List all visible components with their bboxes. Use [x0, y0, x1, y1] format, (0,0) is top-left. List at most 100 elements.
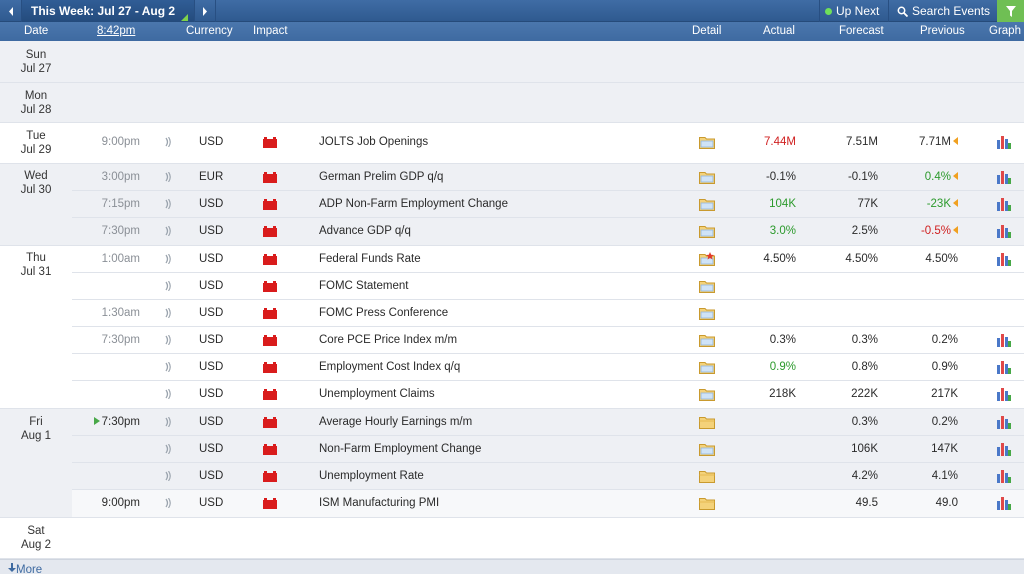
event-row[interactable]: 9:00pm USD ISM Manufacturing PMI 49.5 49.0 — [72, 490, 1024, 517]
filter-button[interactable] — [997, 0, 1024, 22]
detail-folder-icon[interactable] — [699, 333, 715, 350]
more-bar: More — [0, 559, 1024, 574]
detail-folder-icon[interactable] — [699, 360, 715, 377]
event-title[interactable]: Average Hourly Earnings m/m — [319, 416, 473, 428]
event-title[interactable]: Unemployment Claims — [319, 388, 435, 400]
event-row[interactable]: 7:30pm USD Average Hourly Earnings m/m 0.3%… — [72, 409, 1024, 436]
day-row: Sun Jul 27 — [0, 41, 1024, 83]
day-label: Fri Aug 1 — [0, 415, 72, 443]
graph-icon[interactable] — [996, 135, 1012, 152]
header-currency: Currency — [186, 25, 233, 37]
event-row[interactable]: 1:30am USD FOMC Press Conference — [72, 300, 1024, 327]
event-forecast: 0.8% — [851, 361, 878, 373]
event-row[interactable]: USD Employment Cost Index q/q 0.9% 0.8% 0.9% — [72, 354, 1024, 381]
detail-folder-icon[interactable] — [699, 279, 715, 296]
detail-folder-icon[interactable] — [699, 387, 715, 404]
graph-icon[interactable] — [996, 442, 1012, 459]
day-row: Mon Jul 28 — [0, 83, 1024, 123]
day-row: Thu Jul 31 1:00am USD Federal Funds Rate 4.… — [0, 246, 1024, 409]
event-row[interactable]: USD Unemployment Rate 4.2% 4.1% — [72, 463, 1024, 490]
day-of-week: Sat — [27, 525, 45, 537]
event-title[interactable]: JOLTS Job Openings — [319, 136, 429, 148]
event-title[interactable]: ISM Manufacturing PMI — [319, 497, 440, 509]
sound-icon[interactable] — [165, 253, 171, 267]
current-time-link[interactable]: 8:42pm — [97, 25, 136, 37]
graph-icon[interactable] — [996, 496, 1012, 513]
event-row[interactable]: USD FOMC Statement — [72, 273, 1024, 300]
event-title[interactable]: Advance GDP q/q — [319, 225, 411, 237]
event-title[interactable]: ADP Non-Farm Employment Change — [319, 198, 508, 210]
event-previous: 147K — [886, 443, 958, 455]
sound-icon[interactable] — [165, 280, 171, 294]
revised-marker-icon — [953, 199, 958, 207]
event-row[interactable]: 7:15pm USD ADP Non-Farm Employment Change 1… — [72, 191, 1024, 218]
sound-icon[interactable] — [165, 136, 171, 150]
detail-folder-icon[interactable] — [699, 224, 715, 241]
event-title[interactable]: Federal Funds Rate — [319, 253, 421, 265]
graph-icon[interactable] — [996, 387, 1012, 404]
event-row[interactable]: 7:30pm USD Core PCE Price Index m/m 0.3% 0.3… — [72, 327, 1024, 354]
event-row[interactable]: USD Unemployment Claims 218K 222K 217K — [72, 381, 1024, 408]
sound-icon[interactable] — [165, 225, 171, 239]
graph-icon[interactable] — [996, 469, 1012, 486]
previous-week-button[interactable] — [0, 0, 22, 22]
sound-icon[interactable] — [165, 443, 171, 457]
detail-folder-icon[interactable] — [699, 252, 715, 269]
detail-folder-icon[interactable] — [699, 469, 715, 486]
event-title[interactable]: Core PCE Price Index m/m — [319, 334, 458, 346]
sound-icon[interactable] — [165, 497, 171, 511]
week-toolbar: This Week: Jul 27 - Aug 2 Up Next Search… — [0, 0, 1024, 22]
event-title[interactable]: Non-Farm Employment Change — [319, 443, 482, 455]
week-label: This Week: Jul 27 - Aug 2 — [31, 4, 176, 18]
day-of-week: Mon — [24, 90, 48, 102]
detail-folder-icon[interactable] — [699, 306, 715, 323]
event-title[interactable]: Employment Cost Index q/q — [319, 361, 461, 373]
event-row[interactable]: USD Non-Farm Employment Change 106K 147K — [72, 436, 1024, 463]
event-forecast: 0.3% — [851, 334, 878, 346]
sound-icon[interactable] — [165, 361, 171, 375]
event-row[interactable]: 7:30pm USD Advance GDP q/q 3.0% 2.5% -0.5% — [72, 218, 1024, 245]
detail-folder-icon[interactable] — [699, 197, 715, 214]
detail-folder-icon[interactable] — [699, 170, 715, 187]
header-date: Date — [24, 25, 49, 37]
detail-folder-icon[interactable] — [699, 135, 715, 152]
day-date: Aug 1 — [20, 430, 52, 442]
graph-icon[interactable] — [996, 197, 1012, 214]
event-previous-value: 4.1% — [931, 470, 958, 482]
graph-icon[interactable] — [996, 415, 1012, 432]
sound-icon[interactable] — [165, 171, 171, 185]
graph-icon[interactable] — [996, 252, 1012, 269]
up-next-button[interactable]: Up Next — [819, 0, 887, 22]
detail-folder-icon[interactable] — [699, 496, 715, 513]
event-time-text: 1:00am — [101, 253, 140, 265]
graph-icon[interactable] — [996, 170, 1012, 187]
event-currency: USD — [199, 225, 224, 237]
detail-folder-icon[interactable] — [699, 442, 715, 459]
sound-icon[interactable] — [165, 470, 171, 484]
graph-icon[interactable] — [996, 224, 1012, 241]
event-title[interactable]: German Prelim GDP q/q — [319, 171, 444, 183]
search-events-button[interactable]: Search Events — [888, 0, 996, 22]
up-next-dot-icon — [825, 7, 832, 15]
event-title[interactable]: FOMC Statement — [319, 280, 409, 292]
event-forecast: 222K — [851, 388, 878, 400]
event-row[interactable]: 1:00am USD Federal Funds Rate 4.50% 4.50% 4.5… — [72, 246, 1024, 273]
event-title[interactable]: FOMC Press Conference — [319, 307, 449, 319]
graph-icon[interactable] — [996, 333, 1012, 350]
event-row[interactable]: 9:00pm USD JOLTS Job Openings 7.44M 7.51M 7.7… — [72, 129, 1024, 156]
more-link[interactable]: More — [8, 562, 42, 574]
event-title[interactable]: Unemployment Rate — [319, 470, 424, 482]
next-week-button[interactable] — [194, 0, 216, 22]
event-time: 7:30pm — [72, 416, 140, 428]
week-selector[interactable]: This Week: Jul 27 - Aug 2 — [22, 0, 194, 22]
sound-icon[interactable] — [165, 307, 171, 321]
event-row[interactable]: 3:00pm EUR German Prelim GDP q/q -0.1% -0.1%… — [72, 164, 1024, 191]
sound-icon[interactable] — [165, 334, 171, 348]
sound-icon[interactable] — [165, 416, 171, 430]
detail-folder-icon[interactable] — [699, 415, 715, 432]
graph-icon[interactable] — [996, 360, 1012, 377]
event-previous-value: 147K — [931, 443, 958, 455]
sound-icon[interactable] — [165, 388, 171, 402]
event-currency: USD — [199, 136, 224, 148]
sound-icon[interactable] — [165, 198, 171, 212]
